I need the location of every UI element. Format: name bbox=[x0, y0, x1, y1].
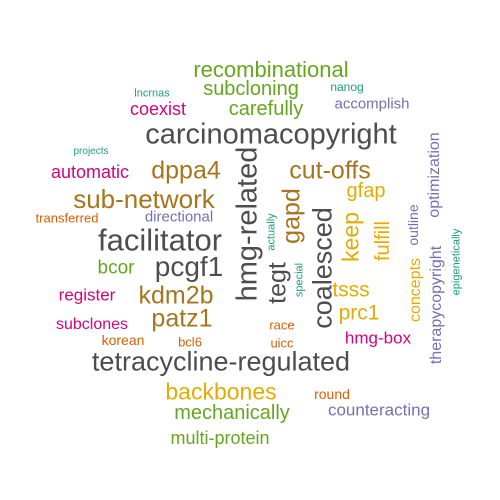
word-tetracycline-regulated: tetracycline-regulated bbox=[91, 346, 351, 377]
word-facilitator: facilitator bbox=[97, 222, 223, 258]
word-register: register bbox=[58, 285, 116, 305]
word-multi-protein: multi-protein bbox=[170, 428, 270, 448]
word-prc1: prc1 bbox=[338, 301, 380, 325]
word-coexist: coexist bbox=[129, 99, 187, 119]
word-cut-offs: cut-offs bbox=[289, 156, 371, 185]
word-subclones: subclones bbox=[55, 316, 129, 333]
word-therapycopyright: therapycopyright bbox=[428, 245, 445, 365]
word-nanog: nanog bbox=[330, 80, 364, 94]
word-kdm2b: kdm2b bbox=[138, 281, 214, 310]
word-tsss: tsss bbox=[332, 278, 370, 302]
word-bcl6: bcl6 bbox=[178, 334, 202, 350]
word-dppa4: dppa4 bbox=[151, 156, 221, 185]
word-recombinational: recombinational bbox=[193, 57, 349, 82]
word-keep: keep bbox=[337, 212, 364, 262]
word-epigenetically: epigenetically bbox=[450, 228, 463, 296]
word-gapd: gapd bbox=[277, 188, 306, 244]
word-transferred: transferred bbox=[35, 210, 99, 226]
word-gfap: gfap bbox=[346, 180, 386, 202]
word-race: race bbox=[269, 317, 295, 333]
word-bcor: bcor bbox=[97, 257, 135, 279]
word-fulfill: fulfill bbox=[372, 220, 394, 262]
word-subcloning: subcloning bbox=[203, 78, 299, 100]
word-actually: actually bbox=[265, 213, 278, 251]
word-carcinomacopyright: carcinomacopyright bbox=[145, 118, 397, 151]
word-sub-network: sub-network bbox=[73, 184, 215, 214]
word-lncrnas: lncrnas bbox=[134, 87, 170, 100]
word-pcgf1: pcgf1 bbox=[154, 251, 224, 282]
word-automatic: automatic bbox=[50, 162, 130, 182]
word-outline: outline bbox=[405, 204, 421, 246]
word-hmg-related: hmg-related bbox=[231, 146, 264, 302]
word-directional: directional bbox=[144, 208, 214, 226]
word-coalesced: coalesced bbox=[307, 207, 338, 329]
word-accomplish: accomplish bbox=[334, 95, 410, 113]
word-mechanically: mechanically bbox=[174, 402, 290, 424]
word-patz1: patz1 bbox=[151, 304, 213, 333]
word-uicc: uicc bbox=[270, 335, 294, 351]
word-round: round bbox=[314, 386, 350, 402]
word-special: special bbox=[293, 262, 306, 298]
word-carefully: carefully bbox=[228, 98, 304, 120]
word-counteracting: counteracting bbox=[327, 400, 431, 420]
word-tegt: tegt bbox=[263, 262, 292, 304]
word-korean: korean bbox=[101, 332, 145, 348]
word-concepts: concepts bbox=[407, 257, 424, 323]
word-projects: projects bbox=[73, 146, 109, 157]
word-hmg-box: hmg-box bbox=[344, 328, 412, 348]
word-backbones: backbones bbox=[165, 378, 277, 405]
word-optimization: optimization bbox=[426, 132, 443, 218]
